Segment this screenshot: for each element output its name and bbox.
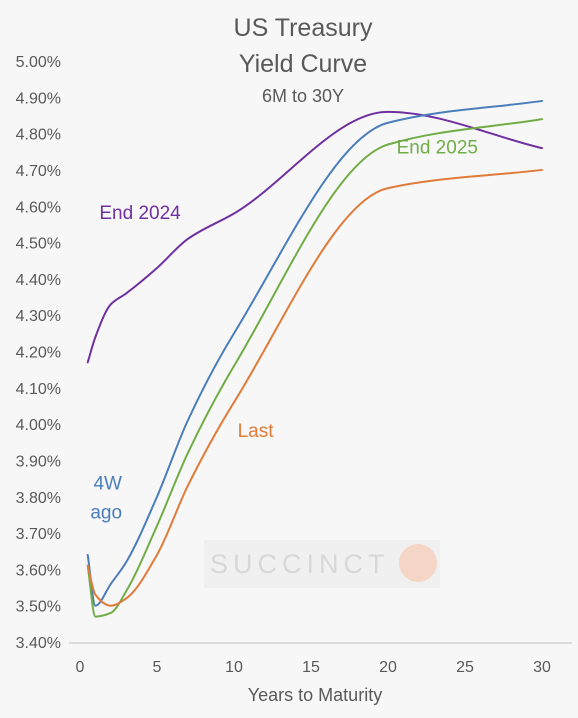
series-annotation: ago: [90, 503, 122, 524]
y-tick-label: 4.60%: [16, 199, 61, 216]
chart-title-line-2: Yield Curve: [239, 50, 367, 78]
y-tick-label: 4.90%: [16, 90, 61, 107]
x-axis-title: Years to Maturity: [248, 685, 382, 705]
y-tick-label: 3.50%: [16, 599, 61, 616]
series-annotations: End 2024 End 2025 Last 4W ago: [90, 138, 478, 524]
y-tick-label: 3.80%: [16, 490, 61, 507]
series-annotation: Last: [238, 421, 275, 442]
watermark-logo-icon: [399, 544, 437, 582]
series-annotation: 4W: [93, 473, 122, 494]
series-annotation: End 2025: [397, 138, 478, 159]
y-tick-label: 4.70%: [16, 163, 61, 180]
y-tick-label: 3.40%: [16, 635, 61, 652]
x-tick-label: 0: [76, 659, 85, 676]
y-tick-label: 4.80%: [16, 127, 61, 144]
x-tick-label: 25: [456, 659, 474, 676]
y-tick-label: 4.20%: [16, 345, 61, 362]
y-tick-label: 3.60%: [16, 562, 61, 579]
y-tick-label: 5.00%: [16, 54, 61, 71]
chart-title-line-1: US Treasury: [234, 14, 373, 42]
x-axis: 0 5 10 15 20 25 30: [69, 642, 572, 676]
y-tick-label: 4.40%: [16, 272, 61, 289]
x-tick-label: 30: [533, 659, 551, 676]
y-tick-label: 4.00%: [16, 417, 61, 434]
succinct-watermark: SUCCINCT: [204, 540, 440, 588]
series-line-last: [86, 168, 543, 607]
series-line-4w-ago: [86, 99, 543, 607]
y-tick-label: 4.10%: [16, 381, 61, 398]
chart-subtitle: 6M to 30Y: [262, 86, 344, 106]
series-annotation: End 2024: [99, 203, 181, 224]
x-tick-label: 10: [225, 659, 243, 676]
y-tick-label: 4.50%: [16, 236, 61, 253]
watermark-text: SUCCINCT: [210, 549, 390, 579]
y-axis-ticks: 3.40% 3.50% 3.60% 3.70% 3.80% 3.90% 4.00% 4.10%…: [16, 54, 61, 652]
x-tick-label: 5: [153, 659, 162, 676]
series-line-end-2025: [86, 118, 543, 618]
x-tick-label: 20: [379, 659, 397, 676]
series-lines: [86, 99, 543, 618]
series-line-end-2024: [86, 110, 543, 364]
y-tick-label: 4.30%: [16, 308, 61, 325]
y-tick-label: 3.90%: [16, 453, 61, 470]
x-tick-label: 15: [302, 659, 320, 676]
y-tick-label: 3.70%: [16, 526, 61, 543]
